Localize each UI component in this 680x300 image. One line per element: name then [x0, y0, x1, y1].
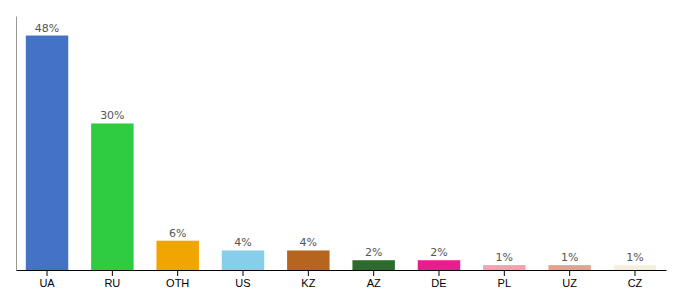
- x-tick-label: UZ: [562, 277, 577, 289]
- data-label: 4%: [300, 236, 317, 249]
- bar: [91, 123, 133, 270]
- x-axis: UA RU OTH US KZ AZ DE PL UZ CZ: [17, 270, 667, 289]
- plot: UA RU OTH US KZ AZ DE PL UZ CZ 48% 30% 6% 4% 4% 2% 2% 1% 1…: [17, 17, 667, 289]
- bar: [548, 265, 590, 270]
- data-label: 1%: [561, 251, 578, 264]
- x-tick-label: UA: [39, 277, 55, 289]
- x-tick-mark: [47, 270, 48, 276]
- bar: [483, 265, 525, 270]
- bar: [418, 260, 460, 270]
- chart: UA RU OTH US KZ AZ DE PL UZ CZ 48% 30% 6% 4% 4% 2% 2% 1% 1…: [0, 0, 680, 300]
- x-tick-mark: [373, 270, 374, 276]
- x-tick-label: RU: [104, 277, 120, 289]
- data-label: 2%: [430, 246, 447, 259]
- x-tick: PL: [498, 270, 511, 289]
- x-tick-mark: [243, 270, 244, 276]
- x-tick-label: CZ: [628, 277, 643, 289]
- bar: [26, 36, 68, 270]
- x-tick-mark: [438, 270, 439, 276]
- x-tick-label: US: [235, 277, 250, 289]
- y-axis: [16, 17, 17, 271]
- x-tick-label: PL: [498, 277, 511, 289]
- data-label: 1%: [496, 251, 513, 264]
- bar: [614, 265, 656, 270]
- x-tick: US: [235, 270, 250, 289]
- x-tick-mark: [112, 270, 113, 276]
- x-tick: AZ: [367, 270, 381, 289]
- x-tick: CZ: [628, 270, 643, 289]
- x-tick: KZ: [301, 270, 315, 289]
- x-tick: DE: [431, 270, 446, 289]
- x-tick-label: KZ: [301, 277, 315, 289]
- x-axis-line: [17, 270, 667, 271]
- bar: [287, 250, 329, 270]
- bars: [26, 36, 656, 270]
- data-label: 48%: [35, 22, 59, 35]
- x-tick: RU: [104, 270, 120, 289]
- x-tick-label: OTH: [166, 277, 189, 289]
- bar: [352, 260, 394, 270]
- data-label: 30%: [100, 109, 124, 122]
- bar: [222, 250, 264, 270]
- x-tick: UZ: [562, 270, 577, 289]
- x-tick: UA: [39, 270, 55, 289]
- data-labels: 48% 30% 6% 4% 4% 2% 2% 1% 1% 1%: [35, 22, 644, 265]
- data-label: 2%: [365, 246, 382, 259]
- bar: [156, 241, 198, 270]
- x-tick-mark: [177, 270, 178, 276]
- data-label: 1%: [626, 251, 643, 264]
- x-tick-label: DE: [431, 277, 446, 289]
- x-tick-mark: [504, 270, 505, 276]
- x-tick-label: AZ: [367, 277, 381, 289]
- x-tick: OTH: [166, 270, 189, 289]
- data-label: 4%: [234, 236, 251, 249]
- x-tick-mark: [569, 270, 570, 276]
- x-tick-mark: [634, 270, 635, 276]
- data-label: 6%: [169, 227, 186, 240]
- x-tick-mark: [308, 270, 309, 276]
- y-axis-line: [16, 17, 17, 271]
